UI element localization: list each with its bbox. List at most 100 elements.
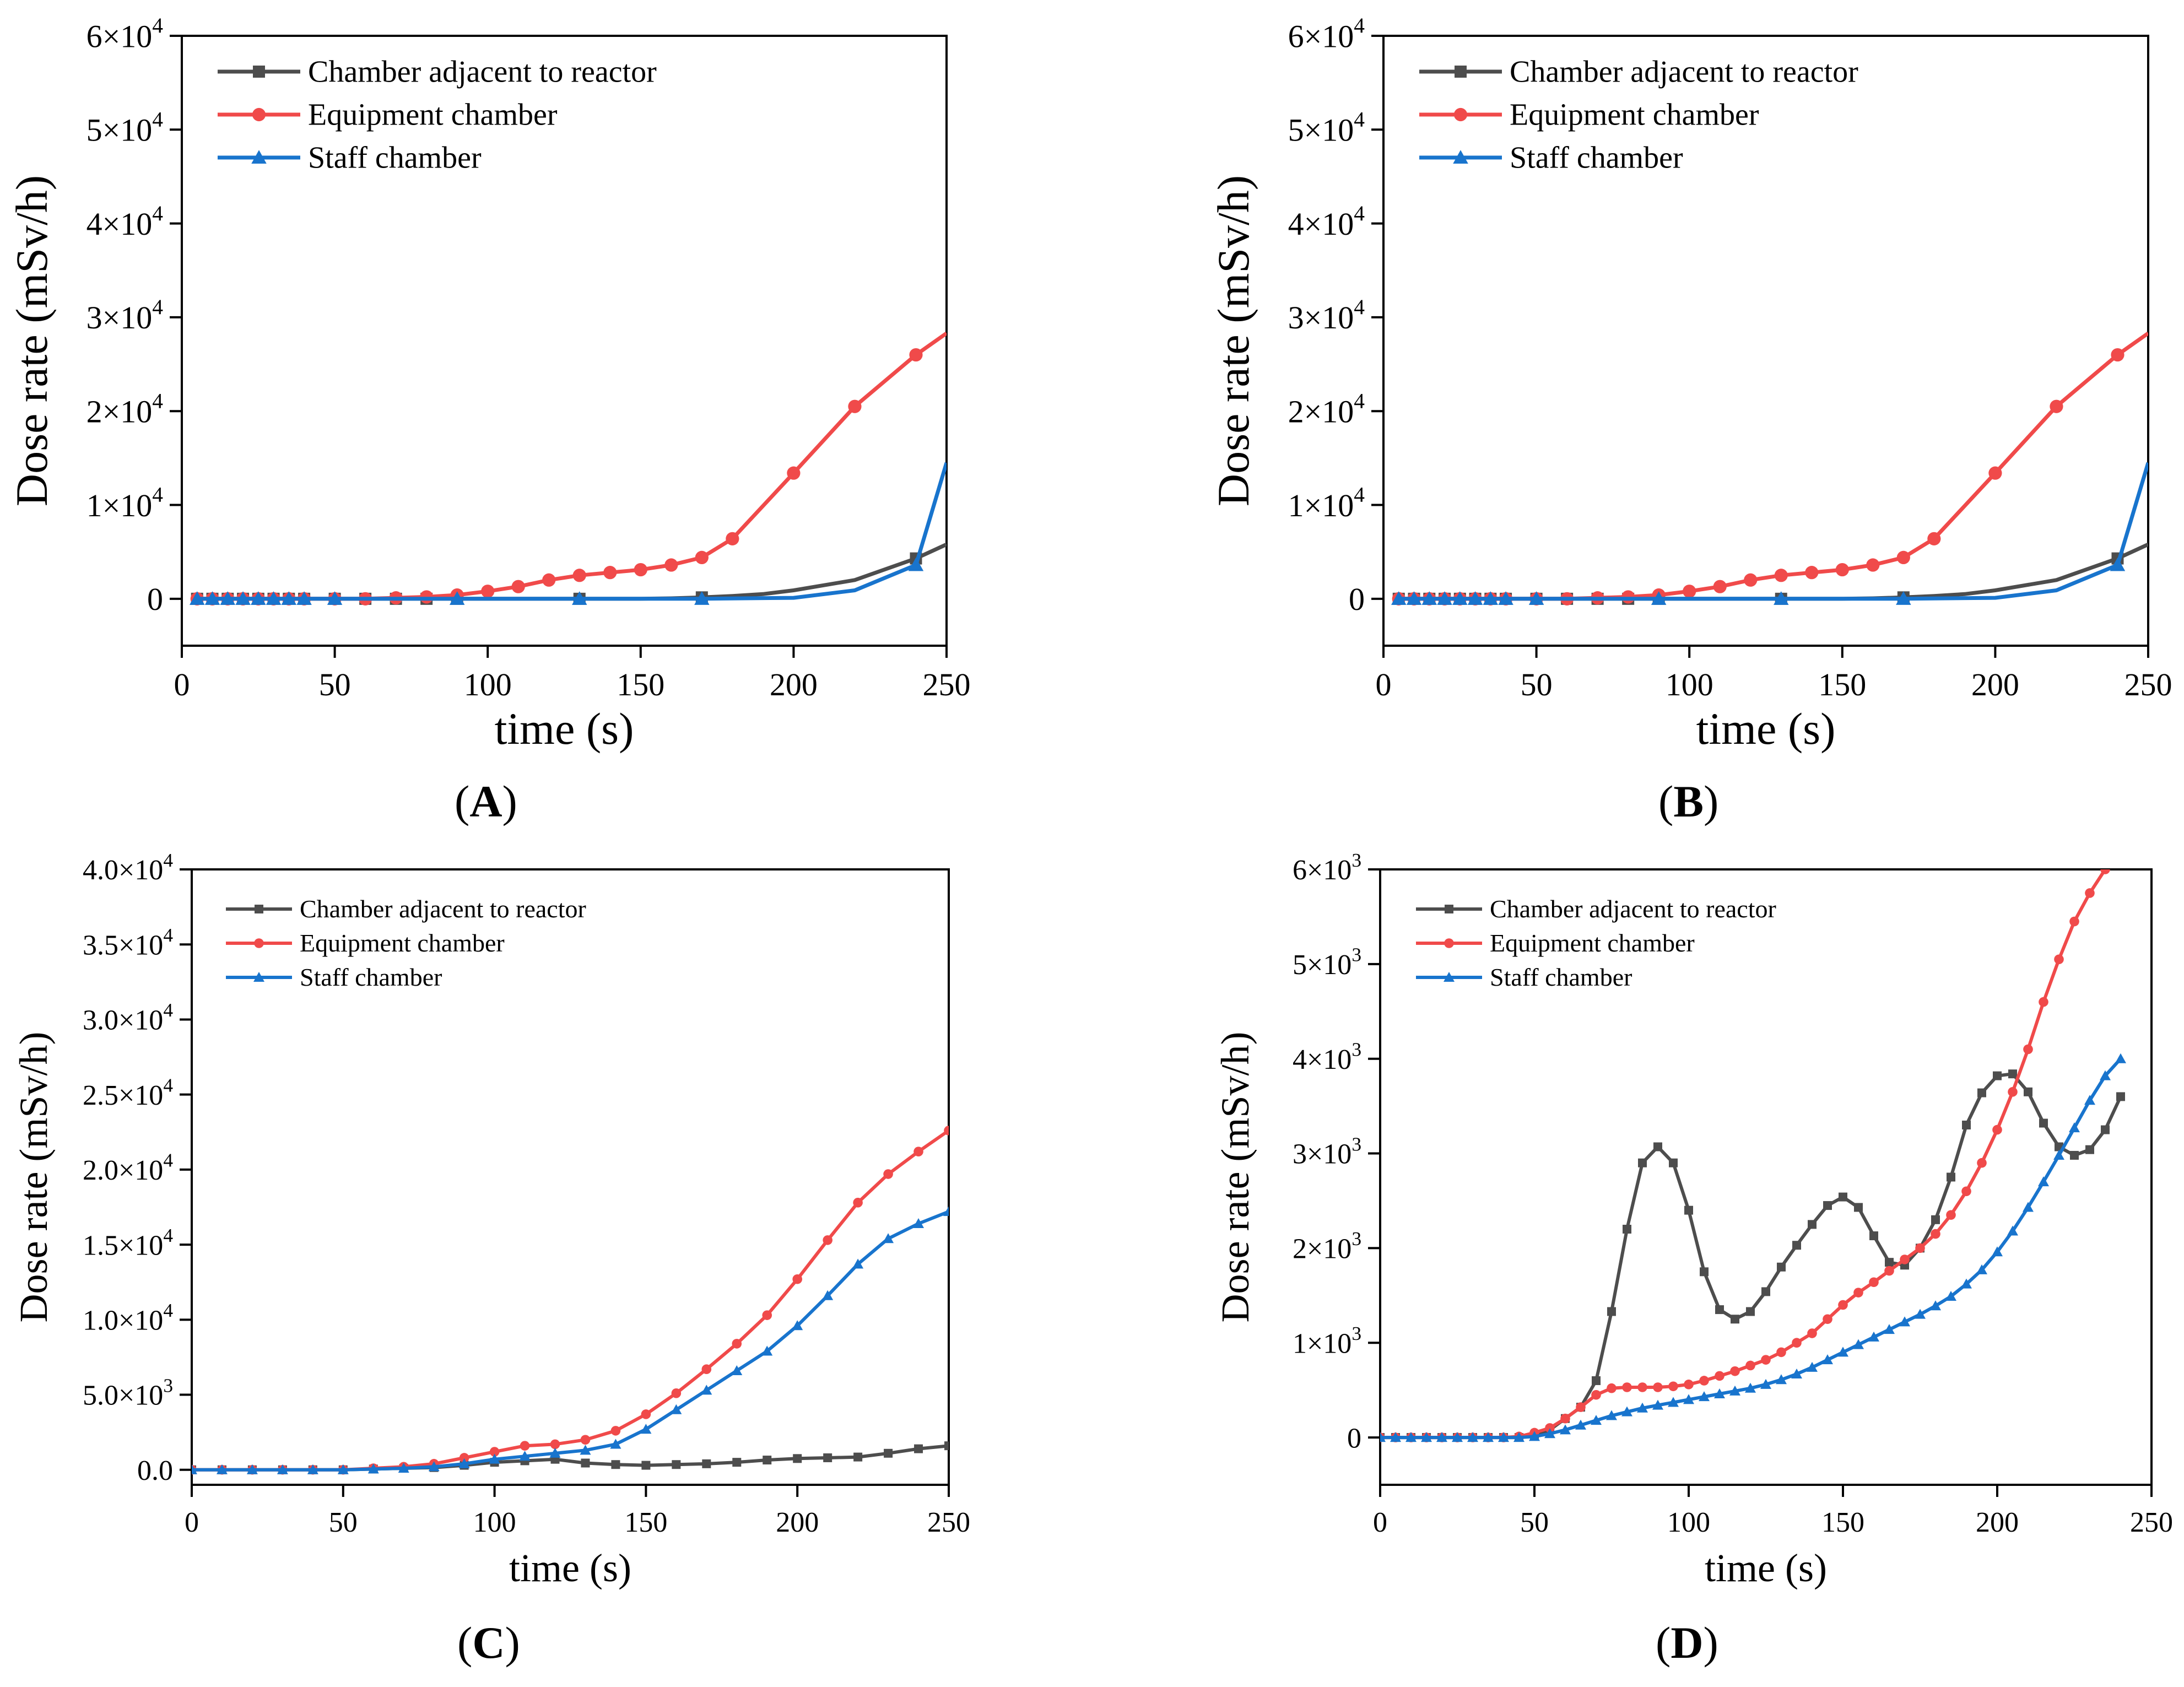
data-point: [1380, 1432, 1386, 1442]
data-point: [542, 573, 556, 587]
y-tick-label: 1.5×104: [83, 1224, 173, 1261]
data-point: [1622, 1382, 1632, 1392]
data-point: [1931, 1229, 1940, 1239]
legend-label: Equipment chamber: [308, 98, 558, 132]
data-point: [883, 1233, 894, 1243]
data-point: [603, 566, 617, 580]
data-point: [327, 591, 343, 605]
y-tick-label: 1.0×104: [83, 1299, 173, 1336]
data-point: [732, 1458, 742, 1467]
x-tick-label: 50: [1520, 1507, 1549, 1538]
data-point: [702, 1459, 711, 1468]
data-point: [1575, 1419, 1586, 1430]
data-point: [296, 591, 312, 605]
data-point: [1607, 1307, 1616, 1316]
data-point: [2100, 869, 2110, 874]
legend-label: Staff chamber: [1510, 140, 1683, 175]
data-point: [1884, 1266, 1894, 1276]
series-line-black: [192, 1444, 949, 1472]
data-point: [1700, 1267, 1709, 1277]
data-point: [1947, 1172, 1955, 1182]
data-point: [2115, 1053, 2126, 1063]
data-point: [2116, 841, 2126, 851]
data-point: [2038, 1176, 2049, 1187]
legend-label: Staff chamber: [308, 140, 482, 175]
data-point: [913, 1147, 923, 1156]
legend-marker: [1453, 107, 1468, 122]
series-line-blue: [1380, 1057, 2122, 1440]
data-point: [641, 1409, 651, 1419]
data-point: [581, 1458, 590, 1468]
x-tick-label: 200: [770, 667, 818, 702]
plot-area-a: [190, 332, 947, 605]
y-tick-label: 3.5×104: [83, 924, 173, 961]
data-point: [1945, 1291, 1956, 1301]
y-tick-label: 5.0×103: [83, 1374, 173, 1411]
data-point: [694, 591, 710, 605]
data-point: [672, 1460, 681, 1469]
y-tick-label: 0: [1349, 581, 1365, 617]
data-point: [489, 1453, 500, 1464]
legend-marker: [252, 107, 266, 122]
data-point: [792, 1274, 802, 1284]
data-point: [459, 1453, 469, 1463]
data-point: [761, 1345, 773, 1356]
x-axis-label: time (s): [1705, 1546, 1827, 1590]
data-point: [1792, 1241, 1801, 1250]
data-point: [266, 591, 282, 605]
data-point: [944, 1126, 949, 1136]
plot-frame-a: [181, 35, 948, 647]
y-tick-label: 4×103: [1293, 1038, 1361, 1075]
x-tick-label: 150: [624, 1507, 667, 1538]
data-point: [1896, 550, 1910, 565]
y-axis-label: Dose rate (mSv/h): [1213, 1032, 1257, 1323]
chart-panel-a: 0 50 100 150 200 250 0 1×104 2×104 3×104 4×104 5×10…: [7, 13, 971, 754]
data-point: [1699, 1376, 1709, 1386]
data-point: [793, 1454, 802, 1463]
data-point: [489, 1447, 500, 1457]
data-point: [1823, 1314, 1832, 1324]
data-point: [1684, 1205, 1693, 1215]
data-point: [2069, 916, 2079, 927]
data-point: [1730, 1366, 1740, 1376]
x-tick-label: 150: [617, 667, 664, 702]
plot-frame-b: [1382, 35, 2149, 647]
y-tick-label: 2×103: [1293, 1228, 1361, 1264]
x-tick-label: 250: [2130, 1507, 2173, 1538]
data-point: [913, 1218, 925, 1228]
x-tick-label: 0: [1376, 667, 1392, 702]
data-point: [1591, 1389, 1601, 1400]
data-point: [943, 1206, 949, 1216]
data-point: [908, 557, 924, 571]
plot-area-d: [1380, 841, 2126, 1442]
data-point: [511, 580, 525, 593]
data-point: [1866, 558, 1880, 572]
series-line-blue: [192, 1210, 949, 1472]
plot-frame-c: [191, 868, 950, 1486]
data-point: [398, 1463, 409, 1473]
data-point: [2070, 1150, 2079, 1160]
data-point: [1760, 1378, 1771, 1389]
data-point: [1805, 566, 1819, 580]
data-point: [1962, 1120, 1971, 1129]
data-point: [2084, 1095, 2095, 1105]
data-point: [1652, 1399, 1663, 1410]
data-point: [731, 1365, 743, 1375]
data-point: [1777, 1262, 1786, 1272]
data-point: [1715, 1305, 1724, 1315]
data-point: [1545, 1423, 1555, 1433]
data-point: [580, 1445, 591, 1455]
data-point: [1915, 1308, 1926, 1319]
data-point: [1623, 1225, 1631, 1234]
data-point: [823, 1235, 832, 1245]
legend-marker: [1444, 938, 1454, 948]
data-point: [671, 1404, 682, 1414]
data-point: [701, 1385, 712, 1395]
data-point: [1529, 1431, 1540, 1441]
y-axis-label: Dose rate (mSv/h): [1208, 175, 1258, 506]
data-point: [1467, 1432, 1478, 1442]
data-point: [1406, 591, 1422, 605]
data-point: [1745, 1382, 1756, 1393]
data-point: [1437, 591, 1452, 605]
data-point: [1638, 1158, 1647, 1167]
